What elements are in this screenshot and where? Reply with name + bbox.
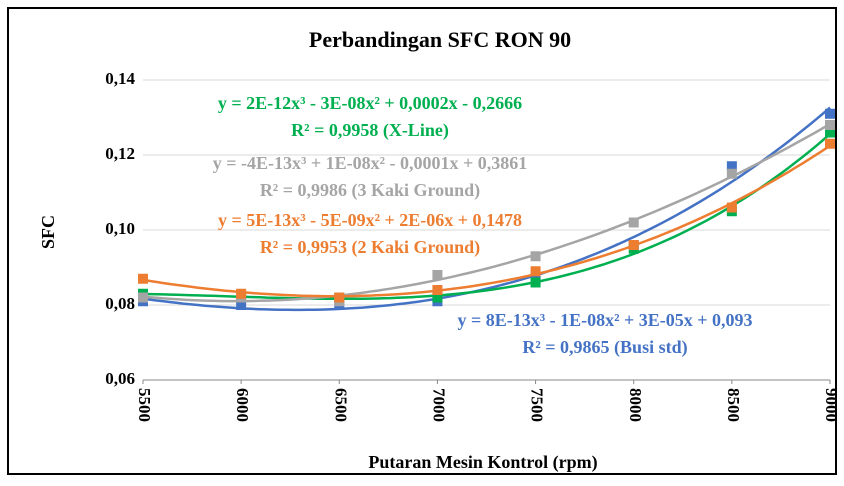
annotation: y = -4E-13x³ + 1E-08x² - 0,0001x + 0,386… — [213, 153, 528, 173]
marker — [432, 285, 443, 295]
y-tick-label: 0,14 — [105, 69, 135, 88]
chart-title: Perbandingan SFC RON 90 — [309, 27, 571, 52]
x-tick-label: 7000 — [430, 388, 449, 422]
marker — [825, 108, 835, 119]
marker — [138, 292, 148, 303]
marker — [726, 161, 737, 172]
x-tick-label: 8000 — [626, 388, 645, 422]
y-tick-label: 0,12 — [105, 144, 135, 163]
marker — [432, 292, 443, 303]
annotation: y = 8E-13x³ - 1E-08x² + 3E-05x + 0,093 — [457, 310, 752, 330]
marker — [334, 292, 345, 303]
x-tick-label: 5500 — [135, 388, 154, 422]
annotation: R² = 0,9953 (2 Kaki Ground) — [260, 237, 480, 258]
marker — [530, 251, 541, 262]
marker — [628, 240, 639, 250]
marker — [825, 120, 835, 130]
marker — [825, 138, 835, 149]
marker — [138, 273, 148, 284]
annotation: R² = 0,9958 (X-Line) — [291, 120, 449, 141]
x-tick-label: 6000 — [233, 388, 252, 422]
marker — [726, 168, 737, 179]
marker — [530, 277, 541, 288]
marker — [726, 202, 737, 213]
annotation: R² = 0,9865 (Busi std) — [522, 337, 687, 358]
x-axis-label: Putaran Mesin Kontrol (rpm) — [368, 452, 597, 473]
annotation: R² = 0,9986 (3 Kaki Ground) — [260, 180, 480, 201]
chart-border — [7, 7, 837, 475]
annotation: y = 5E-13x³ - 5E-09x² + 2E-06x + 0,1478 — [218, 210, 522, 230]
marker — [432, 270, 443, 280]
marker — [628, 217, 639, 228]
x-tick-label: 6500 — [331, 388, 350, 422]
marker — [825, 127, 835, 138]
trendline — [142, 123, 831, 303]
marker — [530, 266, 541, 277]
y-tick-label: 0,06 — [105, 369, 135, 388]
annotation: y = 2E-12x³ - 3E-08x² + 0,0002x - 0,2666 — [218, 93, 522, 113]
marker — [236, 288, 247, 299]
x-tick-label: 7500 — [528, 388, 547, 422]
x-tick-label: 8500 — [724, 388, 743, 422]
marker — [236, 300, 247, 310]
y-tick-label: 0,08 — [105, 294, 135, 313]
x-tick-label: 9000 — [822, 388, 841, 422]
y-tick-label: 0,10 — [105, 219, 135, 238]
trendline — [142, 106, 831, 312]
trendline — [142, 133, 831, 301]
trendline — [142, 144, 831, 298]
y-axis-label: SFC — [38, 215, 58, 249]
